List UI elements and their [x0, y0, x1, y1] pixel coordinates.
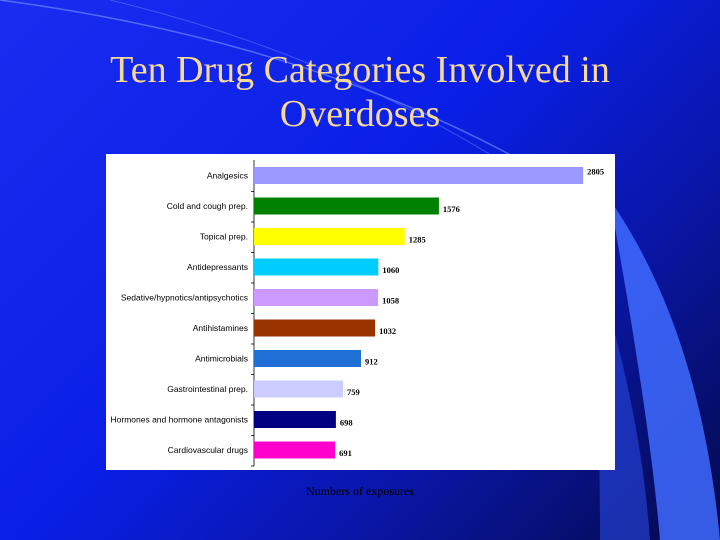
value-label: 912 [365, 357, 378, 367]
bar-2 [254, 197, 439, 215]
bar-5 [254, 289, 379, 306]
bar-7 [254, 350, 362, 367]
category-label: Antidepressants [187, 262, 248, 272]
bar-chart: Analgesics 2805 Cold and cough prep. 1576 To… [111, 160, 604, 467]
value-label: 1576 [443, 204, 460, 214]
bar-9 [254, 411, 336, 428]
bar-10 [254, 441, 336, 459]
category-label: Hormones and hormone antagonists [111, 415, 249, 425]
slide-title: Ten Drug Categories Involved in Overdose… [110, 49, 610, 135]
x-axis-label: Numbers of exposures [306, 484, 414, 498]
category-label: Sedative/hypnotics/antipsychotics [121, 293, 248, 303]
value-label: 759 [347, 387, 360, 397]
bar-3 [254, 228, 405, 245]
value-label: 1285 [409, 235, 426, 245]
value-label: 691 [339, 448, 352, 458]
bar-8 [254, 380, 344, 398]
bar-4 [254, 258, 379, 276]
category-label: Cardiovascular drugs [168, 445, 248, 455]
value-label: 1060 [382, 265, 399, 275]
value-label: 1058 [382, 296, 399, 306]
category-label: Antimicrobials [195, 354, 248, 364]
category-label: Topical prep. [200, 232, 248, 242]
category-label: Cold and cough prep. [167, 201, 248, 211]
value-label: 1032 [379, 326, 396, 336]
category-label: Gastrointestinal prep. [167, 384, 248, 394]
bar-1 [254, 167, 584, 184]
category-label: Antihistamines [193, 323, 248, 333]
chart-panel: Analgesics 2805 Cold and cough prep. 1576 To… [106, 154, 615, 470]
value-label: 2805 [587, 167, 604, 177]
bar-6 [254, 319, 376, 337]
value-label: 698 [340, 418, 353, 428]
category-label: Analgesics [207, 171, 248, 181]
